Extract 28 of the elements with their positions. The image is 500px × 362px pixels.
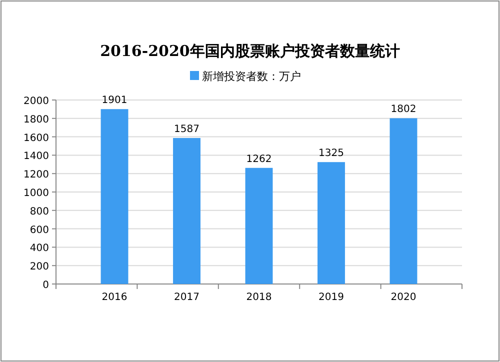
y-tick-label: 1400 <box>24 151 49 162</box>
y-tick-label: 600 <box>30 224 49 236</box>
x-tick-label: 2020 <box>390 292 416 303</box>
x-tick-label: 2018 <box>246 292 272 303</box>
x-tick-label: 2017 <box>174 292 200 303</box>
y-tick-label: 2000 <box>24 96 49 107</box>
bar <box>245 168 273 284</box>
x-tick-label: 2019 <box>318 292 344 303</box>
data-label: 1262 <box>246 154 272 165</box>
bar <box>318 162 345 284</box>
data-label: 1587 <box>174 124 200 135</box>
data-label: 1802 <box>390 104 416 116</box>
data-label: 1901 <box>102 95 128 106</box>
legend-label: 新增投资者数：万户 <box>202 70 301 83</box>
bar <box>390 118 418 284</box>
y-tick-label: 1000 <box>24 188 49 199</box>
y-tick-label: 800 <box>30 206 49 218</box>
y-tick-label: 1200 <box>24 170 49 181</box>
y-tick-label: 200 <box>30 262 49 273</box>
data-label: 1325 <box>318 148 344 160</box>
y-tick-label: 1800 <box>24 114 49 126</box>
bar <box>173 138 200 284</box>
y-tick-label: 400 <box>30 243 49 254</box>
x-tick-label: 2016 <box>102 292 128 303</box>
y-tick-label: 0 <box>42 280 49 291</box>
chart-title: 2016-2020年国内股票账户投资者数量统计 <box>100 42 400 60</box>
y-tick-label: 1600 <box>24 132 49 144</box>
bar <box>100 109 128 284</box>
